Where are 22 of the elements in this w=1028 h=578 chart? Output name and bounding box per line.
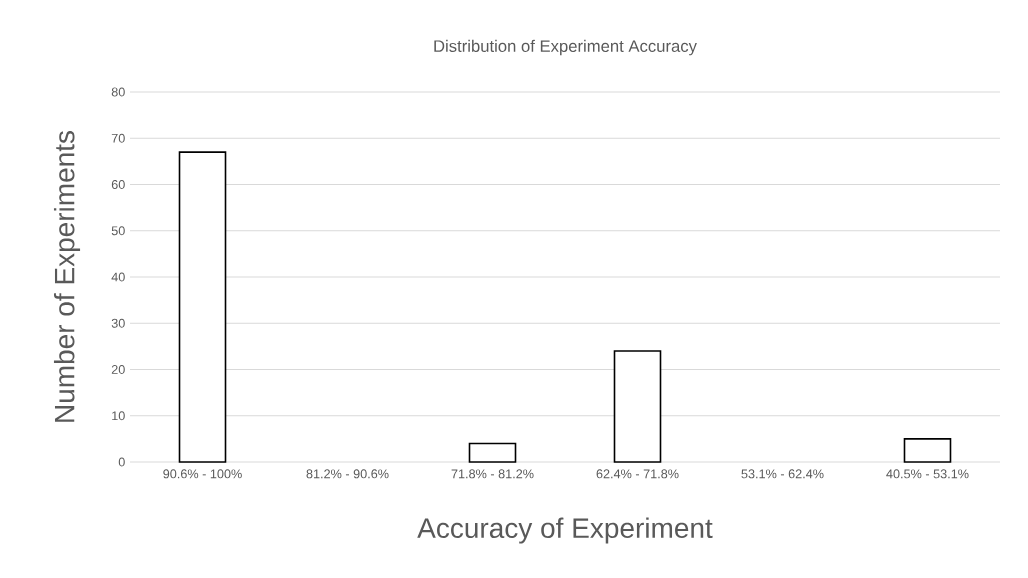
bar <box>903 438 952 463</box>
x-tick-label: 90.6% - 100% <box>163 469 242 479</box>
y-tick-label: 50 <box>111 226 125 236</box>
bar <box>613 350 662 463</box>
y-tick-label: 0 <box>118 457 125 467</box>
x-tick-label: 62.4% - 71.8% <box>596 469 679 479</box>
x-tick-label: 53.1% - 62.4% <box>741 469 824 479</box>
y-tick-label: 10 <box>112 411 125 421</box>
x-tick-label: 81.2% - 90.6% <box>306 469 389 479</box>
chart-title: Distribution of Experiment Accuracy <box>434 39 697 56</box>
y-axis-title: Number of Experiments <box>53 131 81 422</box>
bar <box>178 151 227 463</box>
y-tick-label: 30 <box>111 318 125 328</box>
y-tick-label: 70 <box>111 133 125 143</box>
y-tick-label: 20 <box>111 365 125 374</box>
x-axis-title: Accuracy of Experiment <box>417 517 713 544</box>
x-tick-label: 40.5% - 53.1% <box>886 469 969 479</box>
y-tick-label: 40 <box>111 272 125 282</box>
y-tick-label: 80 <box>111 87 125 97</box>
x-tick-label: 71.8% - 81.2% <box>451 469 534 479</box>
y-tick-label: 60 <box>111 180 125 189</box>
bar <box>468 442 517 463</box>
